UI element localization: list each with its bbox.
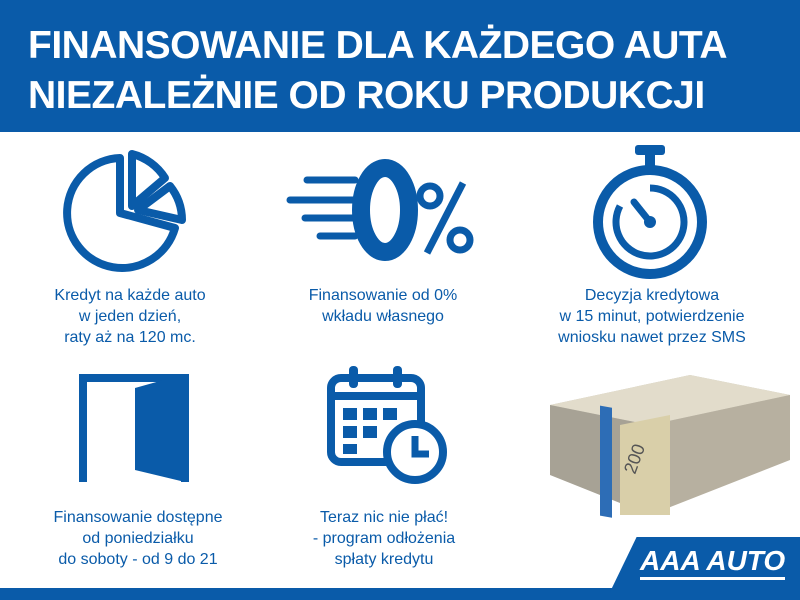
feature-zero-down: Finansowanie od 0% wkładu własnego (308, 287, 458, 325)
zero-percent-icon (286, 159, 474, 261)
stopwatch-icon (593, 145, 707, 279)
calendar-clock-icon (327, 366, 447, 484)
feature-credit-any-car: Kredyt na każde auto w jeden dzień, raty… (54, 287, 206, 346)
header-banner: FINANSOWANIE DLA KAŻDEGO AUTA NIEZALEŻNI… (0, 0, 800, 132)
feature-deferred-payment: Teraz nic nie płać! - program odłożenia … (312, 509, 456, 568)
bottom-bar (0, 588, 800, 600)
feature-credit-decision: Decyzja kredytowa w 15 minut, potwierdze… (558, 287, 746, 346)
pie-chart-icon (63, 150, 186, 272)
open-door-icon (79, 374, 189, 482)
feature-opening-hours: Finansowanie dostępne od poniedziałku do… (53, 509, 223, 568)
headline-line-1: FINANSOWANIE DLA KAŻDEGO AUTA (28, 24, 728, 67)
logo-text: AAA AUTO (640, 545, 786, 580)
aaa-auto-logo: AAA AUTO (610, 537, 800, 592)
banknote-stack-image: 200 (550, 375, 790, 518)
headline-line-2: NIEZALEŻNIE OD ROKU PRODUKCJI (28, 74, 705, 117)
